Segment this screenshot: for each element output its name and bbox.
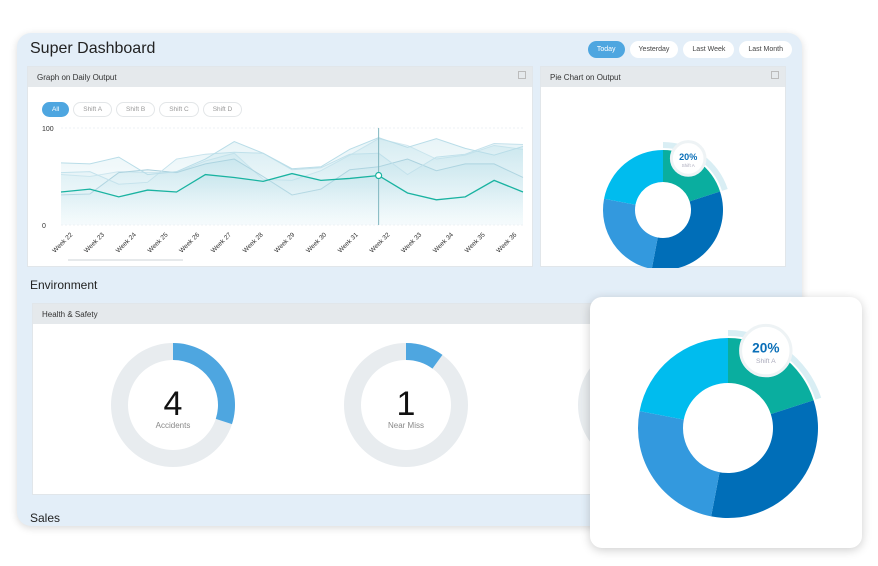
- gauge-label: Near Miss: [388, 421, 424, 430]
- range-last-month[interactable]: Last Month: [739, 41, 792, 58]
- filter-shift-b[interactable]: Shift B: [116, 102, 156, 117]
- pie-slice: [604, 150, 663, 205]
- series-area: [61, 173, 523, 225]
- pie-card-title: Pie Chart on Output: [550, 73, 621, 82]
- pie-chart[interactable]: 20%Shift A: [541, 88, 787, 268]
- pie-chart-large[interactable]: 20% Shift A: [590, 297, 862, 548]
- callout-bubble: [669, 140, 707, 177]
- x-tick-label: Week 34: [432, 231, 455, 254]
- y-tick-label: 100: [42, 126, 54, 133]
- x-tick-label: Week 23: [83, 231, 106, 254]
- pie-slice: [651, 191, 723, 268]
- x-tick-label: Week 32: [369, 231, 392, 254]
- pie-slice: [638, 411, 720, 517]
- graph-card: Graph on Daily Output All Shift A Shift …: [27, 66, 533, 267]
- filter-shift-d[interactable]: Shift D: [202, 102, 243, 117]
- gauge-value: 4: [164, 385, 183, 423]
- gauge-value: 1: [397, 385, 416, 423]
- graph-card-title: Graph on Daily Output: [37, 73, 117, 82]
- x-tick-label: Week 26: [178, 231, 201, 254]
- filter-shift-a[interactable]: Shift A: [73, 102, 113, 117]
- gauge-fill: [173, 343, 235, 425]
- pie-slice: [603, 198, 658, 268]
- external-link-icon[interactable]: [771, 71, 779, 79]
- filter-all[interactable]: All: [42, 102, 70, 117]
- x-tick-label: Week 36: [495, 231, 518, 254]
- x-tick-label: Week 22: [51, 231, 74, 254]
- pie-chart-zoom-card: 20% Shift A: [590, 297, 862, 548]
- pie-card: Pie Chart on Output 20% Shift A: [540, 66, 787, 268]
- callout-value: 20%: [752, 341, 779, 356]
- external-link-icon[interactable]: [518, 71, 526, 79]
- x-tick-label: Week 35: [464, 231, 487, 254]
- callout-value: 20%: [679, 152, 697, 162]
- y-tick-label: 0: [42, 223, 46, 230]
- environment-title: Environment: [30, 278, 98, 292]
- x-tick-label: Week 33: [400, 231, 423, 254]
- x-tick-label: Week 29: [273, 231, 296, 254]
- x-tick-label: Week 27: [210, 231, 233, 254]
- x-tick-label: Week 30: [305, 231, 328, 254]
- hover-point: [375, 171, 383, 180]
- series-line: [60, 137, 524, 176]
- page-title: Super Dashboard: [30, 40, 156, 57]
- line-chart[interactable]: 100 0 Week 22 Week 23 Week 24 Week 25 Week 26 W…: [28, 88, 534, 268]
- date-range-tabs: Today Yesterday Last Week Last Month: [587, 41, 792, 58]
- range-today[interactable]: Today: [587, 41, 625, 58]
- pie-slice: [639, 338, 728, 420]
- range-last-week[interactable]: Last Week: [683, 41, 735, 58]
- callout-label: Shift A: [756, 358, 776, 365]
- shift-filters: All Shift A Shift B Shift C Shift D: [42, 102, 243, 117]
- x-tick-label: Week 28: [242, 231, 265, 254]
- range-yesterday[interactable]: Yesterday: [629, 41, 679, 58]
- x-tick-label: Week 31: [337, 231, 360, 254]
- filter-shift-c[interactable]: Shift C: [159, 102, 199, 117]
- gauge-fill: [406, 343, 443, 369]
- pie-slice: [711, 400, 818, 518]
- gauge-label: Accidents: [156, 421, 191, 430]
- series-line: [60, 172, 524, 201]
- callout-bubble: [739, 323, 793, 378]
- sales-title: Sales: [30, 511, 61, 525]
- health-safety-title: Health & Safety: [42, 310, 98, 319]
- callout-label: Shift A: [682, 163, 696, 168]
- x-tick-label: Week 25: [147, 231, 170, 254]
- x-tick-label: Week 24: [115, 231, 138, 254]
